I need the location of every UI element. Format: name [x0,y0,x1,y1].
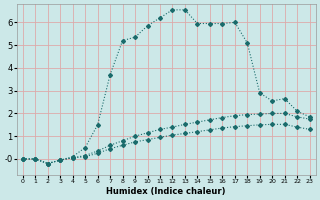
X-axis label: Humidex (Indice chaleur): Humidex (Indice chaleur) [107,187,226,196]
